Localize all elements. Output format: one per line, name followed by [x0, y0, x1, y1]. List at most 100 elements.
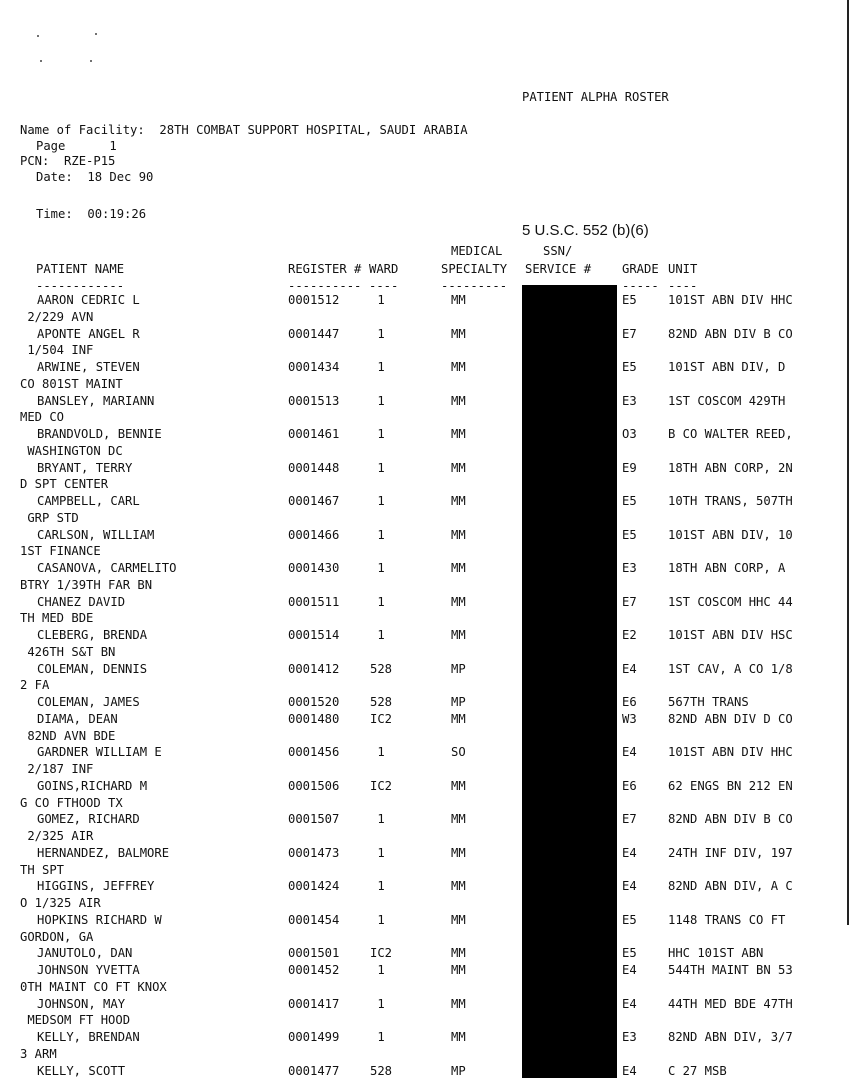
patient-name: BANSLEY, MARIANN [37, 393, 155, 408]
ward: 1 [377, 845, 385, 860]
patient-row: JOHNSON, MAY 0001417 1 MM E4 44TH MED BDE 47T… [0, 996, 845, 1013]
unit: HHC 101ST ABN [668, 946, 764, 961]
grade: E4 [622, 879, 637, 894]
medical-specialty: MM [451, 360, 466, 374]
medical-specialty: MM [451, 628, 466, 642]
ward: 1 [377, 527, 385, 542]
grade: E6 [622, 695, 637, 709]
unit-continuation: 2/229 AVN [20, 309, 94, 324]
grade: E5 [622, 946, 637, 961]
medical-specialty: MM [451, 594, 466, 609]
column-header-ssn: SERVICE # [525, 262, 592, 276]
ward: 1 [377, 594, 385, 609]
unit-continuation: MED CO [20, 410, 65, 425]
pcn: PCN: RZE-P15 [20, 154, 116, 168]
unit: 101ST ABN DIV HSC [668, 628, 793, 642]
grade: E3 [622, 1030, 637, 1044]
grade: E9 [622, 460, 637, 475]
column-header-grade: GRADE [622, 262, 659, 276]
patient-row: HERNANDEZ, BALMORE 0001473 1 MM E4 24TH INF D… [0, 845, 845, 862]
patient-row-continuation: GRP STD [0, 510, 845, 527]
unit: 10TH TRANS, 507TH [668, 494, 793, 508]
unit-continuation: MEDSOM FT HOOD [20, 1013, 131, 1028]
register-number: 0001424 [288, 879, 340, 894]
patient-row: COLEMAN, DENNIS 0001412 528 MP E4 1ST CAV, A … [0, 661, 845, 678]
patient-name: ARWINE, STEVEN [37, 360, 140, 374]
ward: 1 [377, 360, 385, 374]
unit: 82ND ABN DIV, A C [668, 879, 793, 894]
patient-row-continuation: 82ND AVN BDE [0, 728, 845, 745]
patient-row-continuation: 426TH S&T BN [0, 644, 845, 661]
patient-row: BRYANT, TERRY 0001448 1 MM E9 18TH ABN CORP, … [0, 460, 845, 477]
report-time: Time: 00:19:26 [36, 207, 147, 221]
patient-row-continuation: G CO FTHOOD TX [0, 795, 845, 812]
unit-continuation: 1ST FINANCE [20, 544, 101, 559]
patient-row: GOINS,RICHARD M 0001506 IC2 MM E6 62 ENGS BN … [0, 778, 845, 795]
unit-continuation: TH SPT [20, 862, 65, 877]
patient-row: CHANEZ DAVID 0001511 1 MM E7 1ST COSCOM HHC 4… [0, 594, 845, 611]
medical-specialty: MM [451, 561, 466, 575]
report-title: PATIENT ALPHA ROSTER [522, 90, 669, 104]
patient-row: COLEMAN, JAMES 0001520 528 MP E6 567TH TRANS [0, 694, 845, 711]
medical-specialty: MM [451, 912, 466, 927]
ward: 528 [369, 695, 392, 709]
register-number: 0001452 [288, 963, 340, 977]
patient-row: HIGGINS, JEFFREY 0001424 1 MM E4 82ND ABN DIV… [0, 878, 845, 895]
patient-name: CAMPBELL, CARL [37, 494, 140, 508]
medical-specialty: MP [451, 1063, 466, 1078]
unit: 82ND ABN DIV B CO [668, 326, 793, 341]
grade: E5 [622, 494, 637, 508]
register-number: 0001454 [288, 912, 340, 927]
facility-name: Name of Facility: 28TH COMBAT SUPPORT HO… [20, 123, 468, 137]
grade: E6 [622, 778, 637, 793]
medical-specialty: MM [451, 460, 466, 475]
patient-row-continuation: 3 ARM [0, 1046, 845, 1063]
register-number: 0001511 [288, 594, 340, 609]
medical-specialty: MM [451, 812, 466, 827]
register-number: 0001448 [288, 460, 340, 475]
register-number: 0001430 [288, 561, 340, 575]
patient-row: BANSLEY, MARIANN 0001513 1 MM E3 1ST COSCOM 4… [0, 393, 845, 410]
patient-row: GARDNER WILLIAM E 0001456 1 SO E4 101ST ABN D… [0, 744, 845, 761]
unit: 1ST COSCOM 429TH [668, 393, 786, 408]
patient-name: BRANDVOLD, BENNIE [37, 427, 162, 441]
patient-row: CAMPBELL, CARL 0001467 1 MM E5 10TH TRANS, 50… [0, 493, 845, 510]
ward: IC2 [369, 946, 392, 961]
register-number: 0001480 [288, 711, 340, 726]
patient-row-continuation: 2 FA [0, 677, 845, 694]
unit-continuation: 1/504 INF [20, 343, 94, 358]
unit: 24TH INF DIV, 197 [668, 845, 793, 860]
patient-row-continuation: GORDON, GA [0, 929, 845, 946]
patient-row: KELLY, SCOTT 0001477 528 MP E4 C 27 MSB [0, 1063, 845, 1080]
scan-speck [90, 60, 92, 62]
patient-row: BRANDVOLD, BENNIE 0001461 1 MM O3 B CO WALTER… [0, 426, 845, 443]
scan-speck [37, 35, 39, 37]
ward: 1 [377, 326, 385, 341]
patient-name: CASANOVA, CARMELITO [37, 561, 177, 575]
ssn-redaction-block [522, 285, 617, 1078]
patient-name: JOHNSON YVETTA [37, 963, 140, 977]
patient-row: CLEBERG, BRENDA 0001514 1 MM E2 101ST ABN DIV… [0, 627, 845, 644]
grade: E5 [622, 527, 637, 542]
grade: E2 [622, 628, 637, 642]
patient-row: APONTE ANGEL R 0001447 1 MM E7 82ND ABN DIV B… [0, 326, 845, 343]
unit-continuation: 0TH MAINT CO FT KNOX [20, 979, 167, 994]
page-number: Page 1 [36, 139, 117, 153]
medical-specialty: MM [451, 963, 466, 977]
patient-row: HOPKINS RICHARD W 0001454 1 MM E5 1148 TRANS … [0, 912, 845, 929]
rule-name: ------------ [36, 279, 125, 293]
patient-row-continuation: WASHINGTON DC [0, 443, 845, 460]
patient-name: COLEMAN, DENNIS [37, 661, 148, 676]
medical-specialty: MM [451, 778, 466, 793]
column-header-name: PATIENT NAME [36, 262, 125, 276]
patient-name: JANUTOLO, DAN [37, 946, 133, 961]
unit: 44TH MED BDE 47TH [668, 996, 793, 1011]
unit: 1ST COSCOM HHC 44 [668, 594, 793, 609]
unit-continuation: D SPT CENTER [20, 477, 109, 492]
patient-name: CLEBERG, BRENDA [37, 628, 148, 642]
unit-continuation: BTRY 1/39TH FAR BN [20, 577, 153, 592]
ward: 528 [369, 661, 392, 676]
unit-continuation: WASHINGTON DC [20, 443, 123, 458]
ward: 528 [369, 1063, 392, 1078]
unit: 82ND ABN DIV D CO [668, 711, 793, 726]
